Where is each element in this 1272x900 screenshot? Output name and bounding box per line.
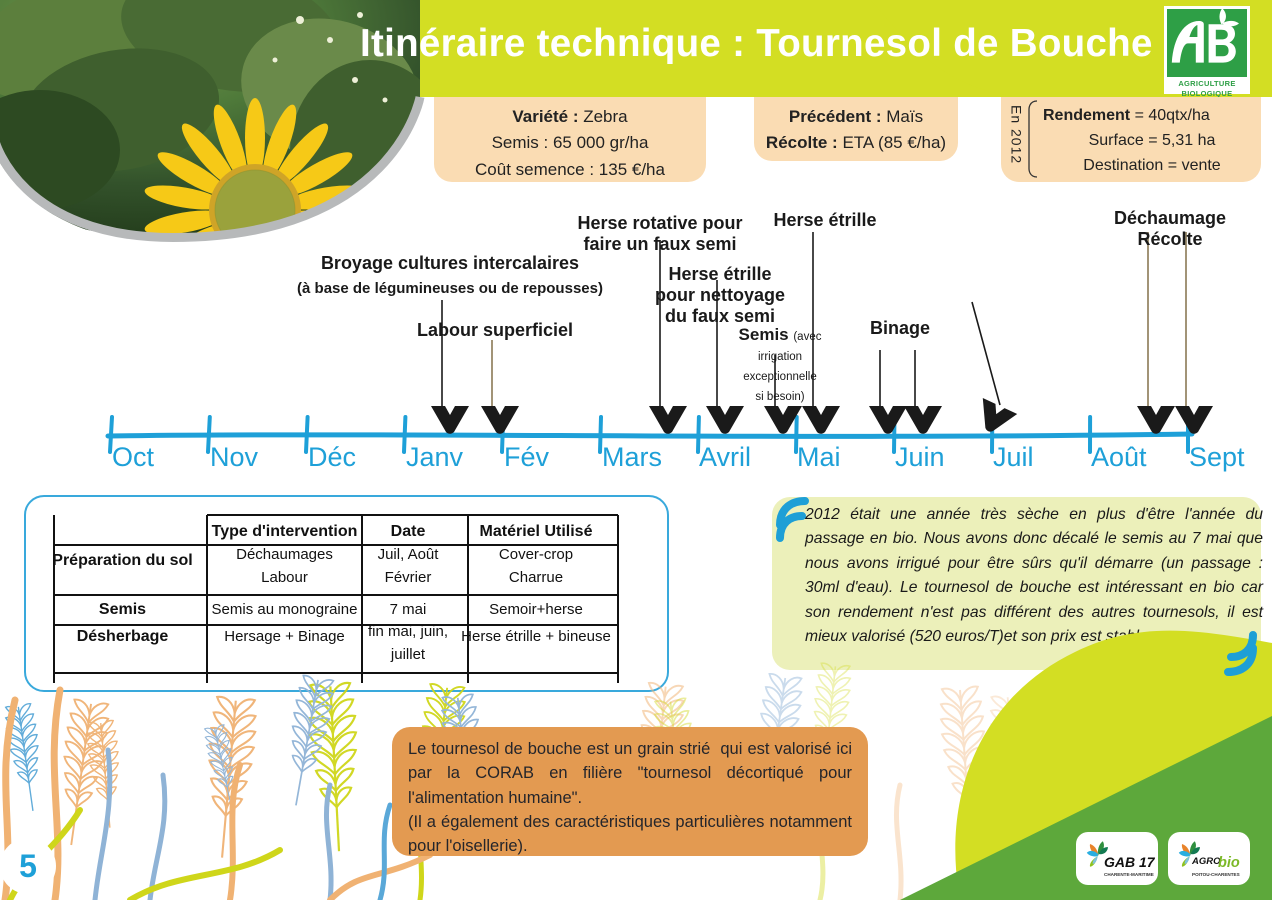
svg-text:AGRO: AGRO [1191, 856, 1221, 867]
svg-text:CHARENTE-MARITIME: CHARENTE-MARITIME [1104, 872, 1154, 877]
svg-text:bio: bio [1218, 855, 1240, 871]
svg-text:POITOU-CHARENTES: POITOU-CHARENTES [1192, 872, 1240, 877]
svg-text:GAB 17: GAB 17 [1104, 854, 1156, 870]
